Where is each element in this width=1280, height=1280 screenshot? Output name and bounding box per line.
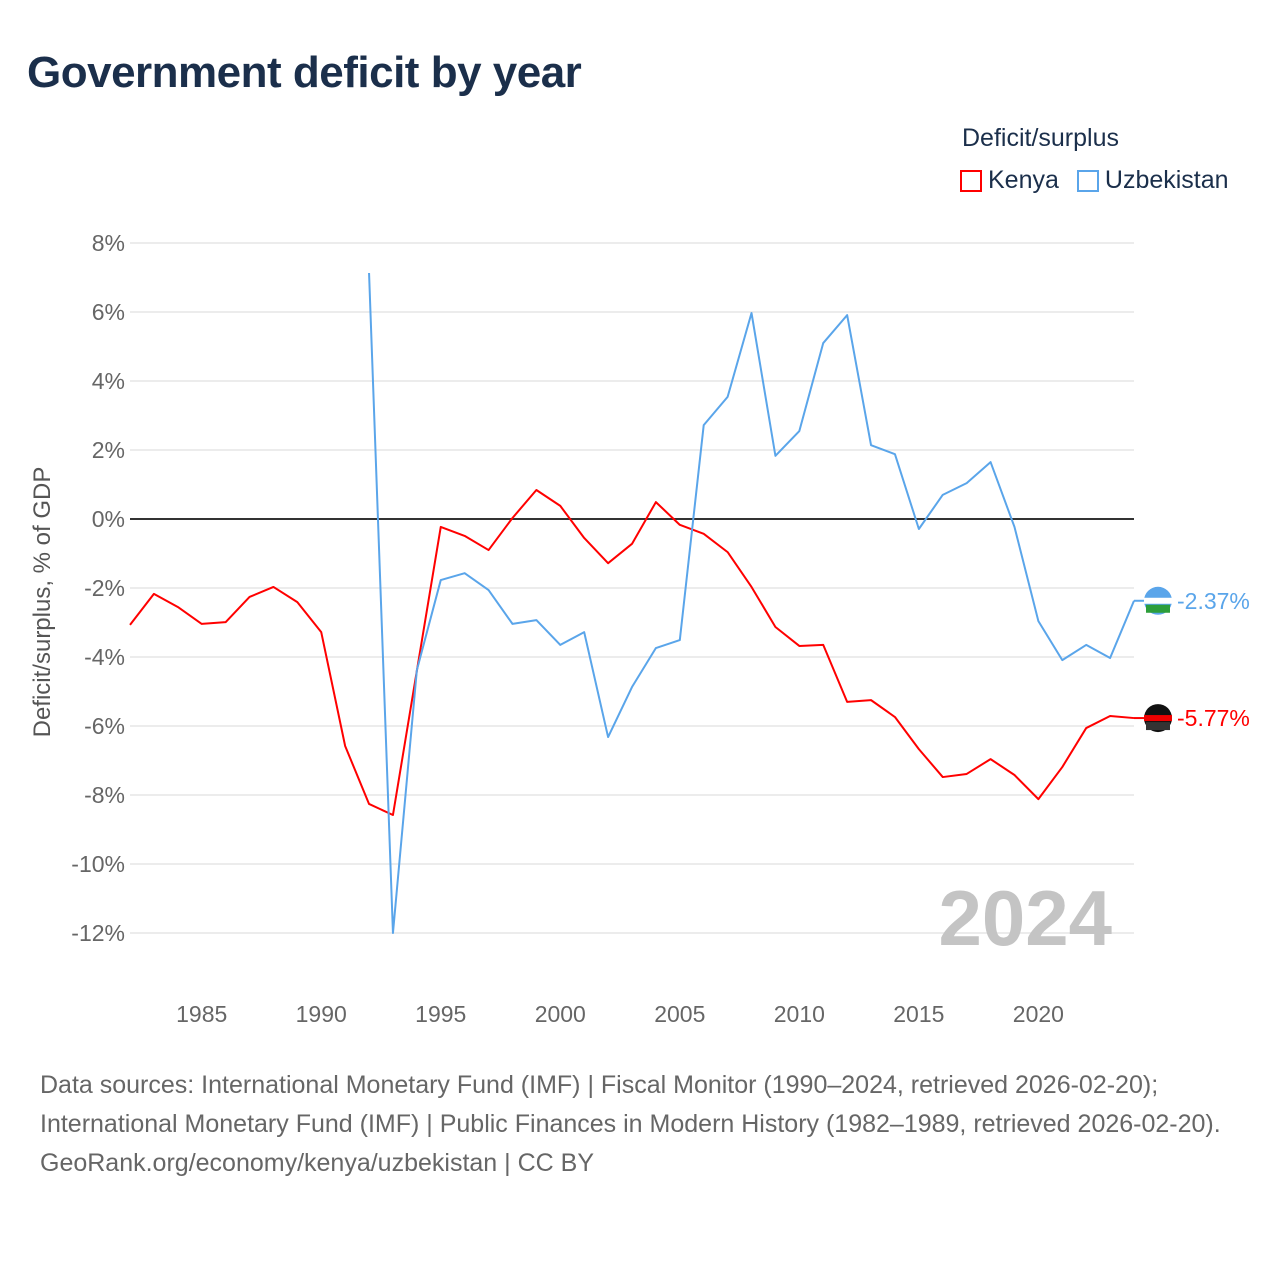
y-tick-label: -6% (84, 713, 125, 739)
y-tick-label: 4% (92, 368, 125, 394)
data-sources: Data sources: International Monetary Fun… (40, 1071, 1221, 1138)
flag-band-uzbekistan (1146, 604, 1170, 613)
x-tick-labels: 1985 1990 1995 2000 2005 2010 2015 2020 (176, 1001, 1064, 1027)
legend-title: Deficit/surplus (962, 124, 1119, 152)
flag-stripe-kenya (1144, 715, 1172, 722)
legend-swatch-kenya (960, 169, 982, 192)
series-line-uzbekistan (368, 272, 1135, 934)
y-tick-label: 6% (92, 299, 125, 325)
y-tick-label: 8% (92, 230, 125, 256)
series-lines: -5.77% -2.37% (129, 272, 1250, 934)
flag-marker-kenya (1144, 704, 1172, 733)
x-tick-label: 1985 (176, 1001, 227, 1027)
x-tick-label: 2020 (1013, 1001, 1064, 1027)
x-tick-label: 2015 (893, 1001, 944, 1027)
legend-item-uzbekistan[interactable]: Uzbekistan (1076, 166, 1229, 195)
x-tick-label: 1995 (415, 1001, 466, 1027)
end-value-label-kenya: -5.77% (1177, 705, 1250, 731)
year-watermark: 2024 (938, 874, 1112, 962)
flag-stripe-uzbekistan (1144, 597, 1172, 604)
x-tick-label: 1990 (296, 1001, 347, 1027)
y-tick-label: -8% (84, 782, 125, 808)
x-tick-label: 2000 (535, 1001, 586, 1027)
chart-title: Government deficit by year (27, 48, 582, 97)
y-tick-label: -4% (84, 644, 125, 670)
y-tick-label: -2% (84, 575, 125, 601)
y-tick-label: 2% (92, 437, 125, 463)
legend-label-kenya: Kenya (988, 166, 1059, 194)
legend: Kenya Uzbekistan (960, 166, 1229, 195)
x-tick-label: 2010 (774, 1001, 825, 1027)
y-axis-label: Deficit/surplus, % of GDP (29, 467, 56, 738)
y-tick-label: -12% (71, 920, 125, 946)
flag-band-kenya (1146, 722, 1170, 731)
legend-label-uzbekistan: Uzbekistan (1104, 166, 1229, 194)
legend-item-kenya[interactable]: Kenya (960, 166, 1059, 195)
flag-marker-uzbekistan (1144, 586, 1172, 615)
legend-swatch-uzbekistan (1076, 169, 1099, 192)
end-value-label-uzbekistan: -2.37% (1177, 588, 1250, 614)
credit-link[interactable]: GeoRank.org/economy/kenya/uzbekistan | C… (40, 1149, 594, 1177)
y-tick-labels: 8% 6% 4% 2% 0% -2% -4% -6% -8% -10% -12% (71, 230, 125, 946)
x-tick-label: 2005 (654, 1001, 705, 1027)
y-tick-label: 0% (92, 506, 125, 532)
grid (130, 242, 1134, 934)
footer: Data sources: International Monetary Fun… (40, 1066, 1240, 1183)
series-line-kenya (129, 489, 1135, 817)
y-tick-label: -10% (71, 851, 125, 877)
